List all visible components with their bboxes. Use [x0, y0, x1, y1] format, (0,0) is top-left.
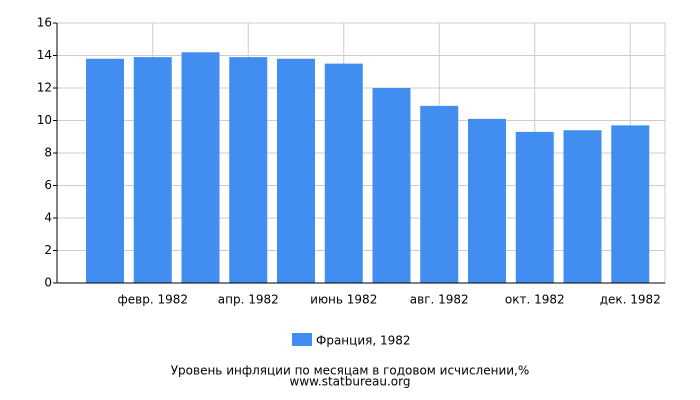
x-tick-label: окт. 1982: [505, 293, 565, 307]
x-tick-label: февр. 1982: [118, 293, 189, 307]
bar: [86, 58, 124, 283]
y-tick-label: 8: [44, 146, 52, 160]
bar: [277, 58, 315, 283]
y-tick-label: 12: [37, 81, 52, 95]
y-tick-label: 16: [37, 16, 52, 30]
y-tick-label: 2: [44, 243, 52, 257]
bar: [611, 125, 650, 283]
y-tick-label: 0: [44, 276, 52, 290]
bar: [515, 131, 554, 283]
chart-title: Уровень инфляции по месяцам в годовом ис…: [171, 364, 530, 378]
y-tick-label: 6: [44, 178, 52, 192]
bar: [563, 130, 602, 283]
bar: [372, 88, 411, 283]
y-tick-label: 4: [44, 211, 52, 225]
legend-label: Франция, 1982: [316, 334, 411, 348]
bar: [181, 52, 220, 283]
x-tick-label: апр. 1982: [218, 293, 279, 307]
x-tick-label: дек. 1982: [600, 293, 661, 307]
bar: [420, 105, 459, 283]
x-tick-label: июнь 1982: [310, 293, 377, 307]
bar: [133, 57, 172, 283]
chart-source: www.statbureau.org: [290, 375, 411, 389]
y-tick-label: 14: [37, 48, 52, 62]
x-tick-label: авг. 1982: [410, 293, 469, 307]
legend-swatch: [292, 333, 312, 346]
bar: [324, 63, 363, 283]
bar: [229, 57, 268, 283]
y-tick-label: 10: [37, 113, 52, 127]
bar: [468, 118, 506, 283]
